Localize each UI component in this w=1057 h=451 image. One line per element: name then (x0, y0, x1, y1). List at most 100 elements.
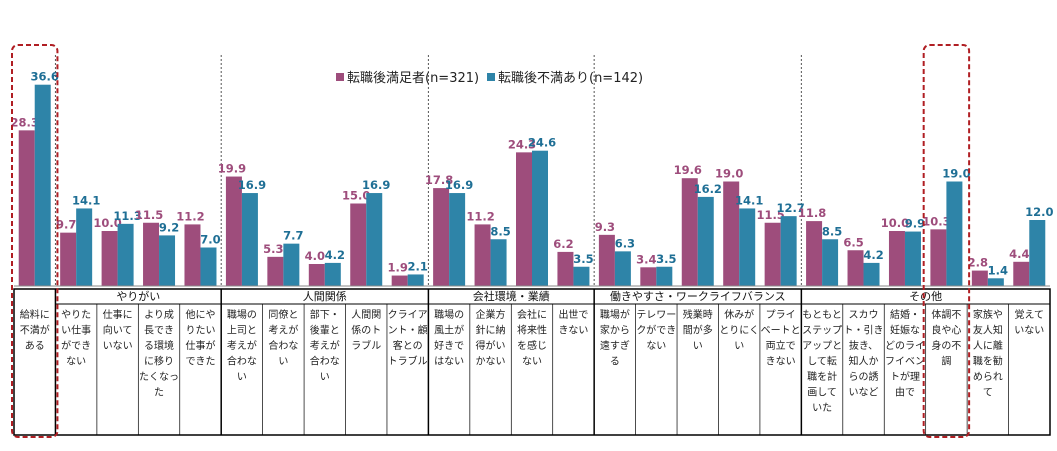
category-label-7-0: 部下・ (310, 308, 340, 321)
category-label-5-2: 考えが (227, 339, 257, 352)
value-label-s1-11: 11.2 (466, 209, 494, 223)
category-label-6-1: 考えが (268, 324, 298, 337)
bar-s1-19 (806, 221, 823, 286)
bar-s1-22 (930, 229, 947, 286)
category-label-19-6: いた (812, 402, 832, 414)
bar-s2-7 (324, 262, 341, 286)
value-label-s1-4: 11.2 (176, 209, 204, 223)
category-label-3-1: 長でき (144, 325, 174, 337)
category-label-0-2: ある (25, 340, 45, 352)
category-label-11-0: 企業方 (476, 308, 506, 321)
category-label-8-1: 係のト (351, 325, 381, 337)
category-label-14-2: 遠すぎ (600, 339, 630, 352)
bar-s2-19 (822, 239, 839, 286)
category-label-5-1: 上司と (227, 325, 257, 337)
category-label-19-0: もともと (802, 309, 842, 321)
category-label-21-2: どのライ (885, 340, 925, 352)
category-label-9-0: クライア (388, 309, 428, 321)
category-label-15-1: クができ (636, 324, 676, 337)
category-label-22-0: 体調不 (931, 308, 961, 321)
category-label-12-0: 会社に (517, 308, 547, 321)
category-label-19-4: 職を計 (807, 370, 837, 383)
value-label-s2-22: 19.0 (942, 167, 970, 181)
category-label-1-1: い仕事 (61, 324, 91, 337)
bar-s2-1 (76, 208, 93, 286)
category-label-3-0: より成 (144, 309, 174, 321)
category-label-7-4: い (320, 372, 330, 383)
value-label-s1-7: 4.0 (305, 249, 325, 263)
bar-s1-17 (723, 181, 740, 286)
bar-s1-8 (350, 203, 367, 286)
category-label-19-3: して転 (807, 356, 837, 368)
value-label-s2-18: 12.7 (776, 201, 804, 215)
bar-s1-12 (516, 152, 532, 286)
value-label-s2-8: 16.9 (362, 178, 390, 192)
category-label-17-0: 休みが (724, 308, 754, 321)
bar-s2-6 (283, 243, 300, 286)
category-label-7-3: 合わな (310, 355, 340, 368)
category-label-14-3: る (610, 356, 620, 368)
category-label-5-0: 職場の (227, 308, 257, 321)
bar-s2-17 (739, 208, 756, 286)
bar-s1-21 (888, 231, 905, 286)
bar-s2-21 (904, 231, 921, 286)
bar-s1-1 (60, 232, 77, 286)
category-label-6-2: 合わな (268, 339, 298, 352)
group-label-3: 会社環境・業績 (473, 289, 550, 303)
value-label-s2-24: 12.0 (1025, 205, 1053, 219)
category-label-11-3: かない (476, 356, 506, 368)
bar-s2-23 (987, 278, 1004, 286)
value-label-s1-16: 19.6 (674, 163, 702, 177)
bar-s1-2 (101, 231, 118, 286)
value-label-s2-1: 14.1 (72, 193, 100, 207)
category-label-9-3: トラブル (388, 355, 428, 368)
category-label-20-5: いなど (849, 387, 879, 399)
bar-s2-9 (407, 274, 424, 286)
value-label-s1-23: 2.8 (968, 256, 988, 270)
category-label-3-4: たくなっ (139, 371, 179, 383)
value-label-s1-8: 15.0 (342, 189, 370, 203)
legend-label-series-1: 転職後満足者(n=321) (347, 71, 479, 86)
bar-s1-18 (764, 222, 781, 286)
bar-s1-16 (681, 178, 698, 286)
category-label-24-0: 覚えて (1015, 308, 1045, 321)
value-label-s2-20: 4.2 (863, 248, 883, 262)
category-label-10-0: 職場の (434, 308, 464, 321)
category-label-23-5: て (983, 388, 993, 399)
value-label-s1-19: 11.8 (798, 206, 826, 220)
category-label-1-2: ができ (61, 339, 91, 352)
category-label-10-3: はない (434, 356, 464, 368)
bar-s2-12 (532, 150, 548, 286)
value-label-s1-22: 10.3 (922, 214, 950, 228)
category-label-10-2: 好きで (434, 340, 464, 352)
group-label-1: やりがい (116, 289, 160, 303)
value-label-s1-2: 10.0 (93, 216, 121, 230)
category-label-20-4: らの誘 (849, 370, 879, 383)
value-label-s2-10: 16.9 (445, 178, 473, 192)
bar-s1-5 (225, 176, 242, 286)
value-label-s1-24: 4.4 (1009, 247, 1029, 261)
value-label-s2-17: 14.1 (735, 193, 763, 207)
bar-s2-24 (1029, 220, 1046, 286)
category-label-21-0: 結婚・ (890, 308, 920, 321)
bar-s1-15 (640, 267, 657, 286)
value-label-s1-1: 9.7 (56, 218, 76, 232)
category-label-19-1: ステップ (802, 325, 842, 337)
value-label-s1-3: 11.5 (135, 208, 163, 222)
value-label-s2-14: 6.3 (615, 236, 635, 250)
bar-s2-20 (863, 262, 880, 286)
value-label-s1-5: 19.9 (218, 162, 246, 176)
bar-s2-14 (614, 251, 631, 286)
bar-s2-8 (366, 193, 383, 286)
bar-s1-11 (474, 224, 491, 286)
value-label-s1-10: 17.8 (425, 173, 453, 187)
category-label-19-2: アップと (802, 340, 842, 352)
category-label-17-1: とりにく (719, 325, 759, 337)
category-label-23-0: 家族や (973, 308, 1003, 321)
group-label-4: 働きやすさ・ワークライフバランス (610, 290, 786, 303)
category-label-10-1: 風土が (434, 324, 464, 337)
category-label-2-0: 仕事に (103, 308, 133, 321)
highlight-box-1 (11, 44, 59, 438)
category-label-2-2: いない (103, 340, 133, 352)
category-label-13-1: きない (558, 325, 588, 337)
